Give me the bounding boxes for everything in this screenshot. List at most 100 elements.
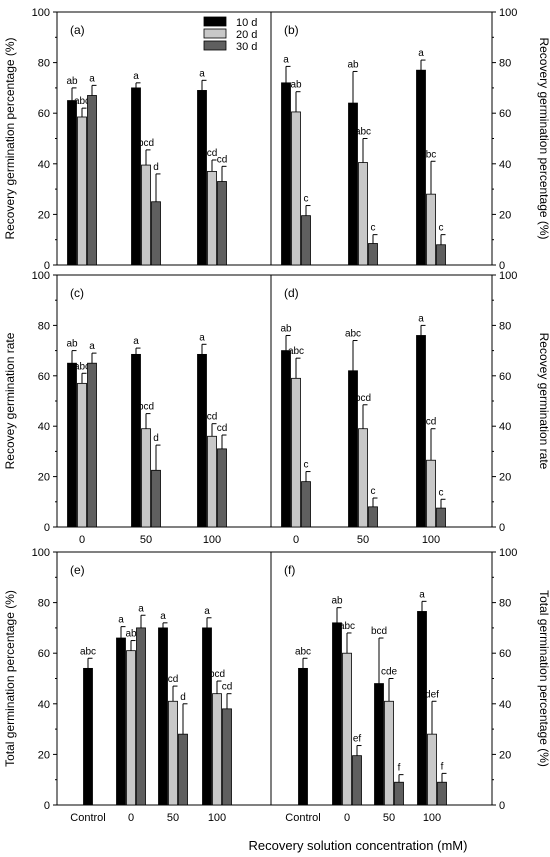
bar (197, 353, 207, 528)
significance-letter: a (160, 611, 166, 622)
significance-letter: ab (280, 323, 292, 334)
bar (207, 170, 217, 266)
significance-letter: bcd (209, 669, 225, 680)
significance-letter: a (283, 54, 289, 65)
y-tick-label: 40 (499, 699, 511, 711)
panel-c: 0 20 40 60 80 100 Recovey germination rate (c) 0… (3, 270, 272, 546)
significance-letter: c (371, 486, 376, 497)
bar (141, 428, 151, 528)
y-tick-label: 80 (38, 598, 50, 610)
significance-letter: bcd (355, 393, 371, 404)
y-tick-label: 0 (44, 260, 50, 272)
panel-label: (d) (284, 286, 299, 300)
x-tick-label: 50 (383, 812, 395, 824)
significance-letter: abc (355, 127, 371, 138)
x-tick-label: 0 (79, 534, 85, 546)
bar (394, 781, 404, 806)
panel-label: (f) (284, 563, 295, 577)
significance-letter: c (371, 223, 376, 234)
bar (116, 637, 126, 806)
panel-label: (b) (284, 23, 299, 37)
significance-letter: c (439, 487, 444, 498)
bar (301, 481, 311, 528)
y-tick-label: 100 (499, 270, 517, 282)
bar (136, 627, 146, 806)
y-tick-label: 60 (499, 108, 511, 120)
y-tick-label: 0 (499, 260, 505, 272)
bar (436, 244, 446, 266)
significance-letter: abc (339, 621, 355, 632)
bar (426, 193, 436, 266)
y-tick-label: 80 (38, 58, 50, 70)
y-tick-label: 100 (32, 7, 50, 19)
bar (352, 755, 362, 806)
bar (151, 469, 161, 528)
y-tick-label: 80 (499, 58, 511, 70)
y-tick-label: 0 (44, 800, 50, 812)
significance-letter: abc (74, 361, 90, 372)
x-tick-label: 100 (422, 534, 440, 546)
bar (368, 243, 378, 266)
bar (368, 506, 378, 528)
significance-letter: cd (222, 682, 233, 693)
bar (131, 353, 141, 528)
legend-label: 20 d (236, 29, 257, 41)
y-tick-label: 80 (499, 320, 511, 332)
x-tick-label: 50 (140, 534, 152, 546)
y-tick-label: 40 (38, 159, 50, 171)
y-axis-label: Recovey germination rate (3, 332, 17, 469)
y-axis-label: Recovery germination percentage (%) (537, 37, 550, 239)
significance-letter: cd (207, 412, 218, 423)
y-tick-label: 80 (499, 598, 511, 610)
y-tick-label: 20 (38, 749, 50, 761)
y-tick-label: 60 (38, 108, 50, 120)
bar (332, 622, 342, 806)
bar (298, 667, 308, 806)
x-tick-label: 100 (203, 534, 221, 546)
panel-label: (c) (70, 286, 84, 300)
legend: 10 d20 d30 d (203, 16, 257, 53)
y-tick-label: 60 (38, 648, 50, 660)
x-axis-label: Recovery solution concentration (mM) (249, 838, 468, 853)
significance-letter: f (398, 763, 401, 774)
x-tick-label: 50 (167, 812, 179, 824)
bar (77, 382, 87, 528)
significance-letter: abc (295, 646, 311, 657)
y-tick-label: 20 (499, 749, 511, 761)
significance-letter: a (133, 71, 139, 82)
y-tick-label: 40 (38, 421, 50, 433)
significance-letter: abc (74, 96, 90, 107)
bar (151, 201, 161, 266)
significance-letter: a (419, 589, 425, 600)
significance-letter: abc (288, 346, 304, 357)
bar (281, 350, 291, 528)
significance-letter: def (425, 689, 439, 700)
y-axis-label: Recovery germination percentage (%) (3, 37, 17, 239)
y-tick-label: 20 (499, 472, 511, 484)
bar (437, 781, 447, 806)
bar (87, 95, 97, 266)
panel-f: 0 20 40 60 80 100 Total germination percentage… (270, 547, 550, 824)
significance-letter: cd (426, 417, 437, 428)
bar (222, 708, 232, 806)
y-tick-label: 100 (32, 547, 50, 559)
bar (197, 90, 207, 266)
significance-letter: f (441, 761, 444, 772)
significance-letter: a (199, 68, 205, 79)
bar (427, 733, 437, 806)
bar (358, 162, 368, 266)
bar (217, 181, 227, 266)
panel-d: 0 20 40 60 80 100 Recovey germination rate (d) 0… (270, 270, 550, 546)
y-tick-label: 20 (38, 209, 50, 221)
y-tick-label: 100 (499, 7, 517, 19)
y-tick-label: 0 (44, 522, 50, 534)
significance-letter: a (89, 73, 95, 84)
y-tick-label: 60 (38, 371, 50, 383)
significance-letter: d (153, 433, 159, 444)
y-axis-label: Total germination percentage (%) (3, 590, 17, 767)
y-tick-label: 20 (38, 472, 50, 484)
bar (87, 362, 97, 528)
y-axis-label: Total germination percentage (%) (537, 590, 550, 767)
significance-letter: ab (125, 629, 137, 640)
bar (291, 111, 301, 266)
